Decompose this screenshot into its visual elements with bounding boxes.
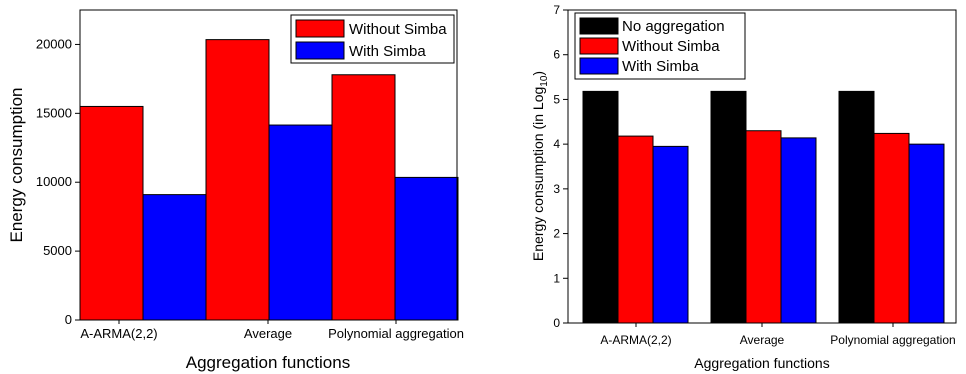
chart-right-bar-without-simba-a-arma-2-2	[617, 135, 654, 324]
chart-left-bar-with-simba-average	[268, 124, 333, 321]
chart-left-x-tick-label: Polynomial aggregation	[328, 326, 464, 341]
chart-left-plot-frame	[79, 9, 458, 321]
chart-left-legend-swatch-with-simba	[295, 41, 345, 60]
chart-right-y-axis-title-main: Energy consumption (in Log	[530, 87, 546, 261]
chart-right-legend-label-with-simba: With Simba	[622, 58, 699, 75]
chart-right-y-tick-label: 6	[553, 48, 560, 62]
chart-right-y-tick-label: 7	[553, 3, 560, 17]
chart-right-y-tick-label: 3	[553, 182, 560, 196]
chart-left-bar-without-simba-polynomial-aggregation	[331, 74, 396, 321]
chart-left-y-axis-title: Energy consumption	[7, 88, 26, 243]
chart-left-y-tick-label: 5000	[43, 243, 72, 258]
chart-left-x-ticks: A-ARMA(2,2) Average Polynomial aggregation	[80, 320, 464, 341]
chart-right-legend-swatch-with-simba	[579, 57, 619, 75]
chart-right-y-tick-label: 5	[553, 92, 560, 106]
chart-right-x-axis-title: Aggregation functions	[694, 355, 829, 371]
chart-left-legend: Without Simba With Simba	[290, 14, 455, 64]
chart-right-bars	[582, 90, 945, 324]
chart-right-bar-with-simba-average	[780, 137, 817, 324]
chart-right-bar-without-simba-polynomial-aggregation	[873, 132, 910, 324]
chart-left-bar-with-simba-polynomial-aggregation	[394, 176, 459, 321]
chart-left-x-tick-label: A-ARMA(2,2)	[80, 326, 157, 341]
chart-right-y-axis-title-subscript: 10	[539, 75, 550, 87]
chart-right-x-ticks: A-ARMA(2,2) Average Polynomial aggregation	[600, 323, 956, 347]
chart-right-bar-without-simba-average	[745, 130, 782, 324]
chart-right-y-axis-title: Energy consumption (in Log10)	[530, 71, 550, 261]
chart-left-y-tick-label: 0	[65, 312, 72, 327]
chart-right-y-tick-label: 4	[553, 137, 560, 151]
chart-left-x-tick-label: Average	[244, 326, 292, 341]
chart-right-legend: No aggregation Without Simba With Simba	[574, 12, 746, 80]
chart-left: 0 5000 10000 15000 20000 A-ARMA(2,2) Average P…	[7, 9, 464, 372]
chart-right-plot-frame	[567, 9, 957, 324]
chart-right-bar-no-aggregation-average	[710, 90, 747, 324]
chart-right-legend-label-without-simba: Without Simba	[622, 38, 720, 55]
chart-left-legend-label-with-simba: With Simba	[349, 43, 426, 60]
chart-left-legend-swatch-without-simba	[295, 19, 345, 38]
chart-right-x-tick-label: A-ARMA(2,2)	[600, 333, 671, 347]
chart-left-y-ticks: 0 5000 10000 15000 20000	[36, 36, 80, 327]
chart-right-legend-swatch-no-aggregation	[579, 17, 619, 35]
chart-right-y-tick-label: 0	[553, 316, 560, 330]
chart-right: 0 1 2 3 4 5 6 7 A-ARMA(2,2) Average Polynomial ag…	[530, 3, 957, 371]
chart-left-bar-without-simba-a-arma-2-2	[79, 105, 144, 321]
chart-right-y-tick-label: 2	[553, 227, 560, 241]
chart-right-x-tick-label: Average	[740, 333, 785, 347]
chart-left-y-tick-label: 20000	[36, 36, 72, 51]
chart-right-x-tick-label: Polynomial aggregation	[830, 333, 955, 347]
chart-left-x-axis-title: Aggregation functions	[186, 353, 350, 372]
chart-right-y-axis-title-suffix: )	[530, 71, 546, 76]
chart-left-bar-without-simba-average	[205, 39, 270, 321]
chart-left-y-tick-label: 10000	[36, 174, 72, 189]
chart-right-bar-no-aggregation-polynomial-aggregation	[838, 90, 875, 324]
chart-right-bar-with-simba-polynomial-aggregation	[908, 143, 945, 324]
chart-right-legend-label-no-aggregation: No aggregation	[622, 18, 725, 35]
chart-right-y-tick-label: 1	[553, 271, 560, 285]
chart-right-bar-with-simba-a-arma-2-2	[652, 145, 689, 324]
chart-right-y-ticks: 0 1 2 3 4 5 6 7	[553, 3, 568, 330]
chart-left-legend-label-without-simba: Without Simba	[349, 21, 447, 38]
chart-right-legend-swatch-without-simba	[579, 37, 619, 55]
chart-left-bars	[79, 39, 459, 321]
chart-right-bar-no-aggregation-a-arma-2-2	[582, 90, 619, 324]
chart-left-bar-with-simba-a-arma-2-2	[142, 194, 207, 321]
chart-left-y-tick-label: 15000	[36, 105, 72, 120]
